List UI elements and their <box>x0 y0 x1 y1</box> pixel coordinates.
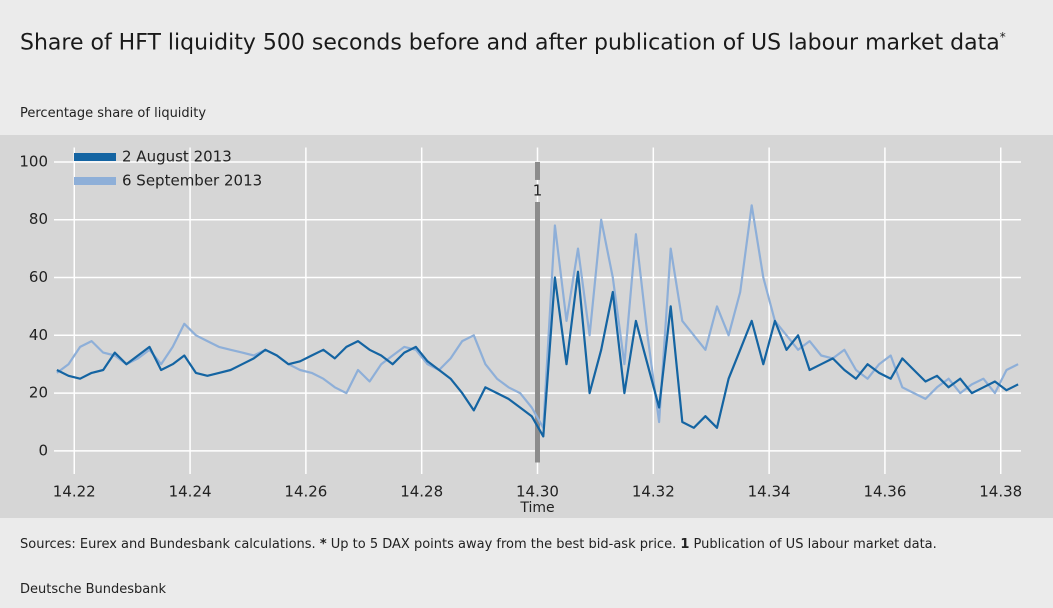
source: Sources: Eurex and Bundesbank calculatio… <box>20 537 316 552</box>
y-tick-label: 80 <box>29 210 48 228</box>
credit: Deutsche Bundesbank <box>20 582 167 597</box>
series-line <box>56 204 1019 429</box>
chart-title: Share of HFT liquidity 500 seconds befor… <box>20 30 1000 56</box>
legend-swatch <box>74 177 116 185</box>
title-note: * <box>999 30 1006 44</box>
x-tick-label: 14.26 <box>284 483 327 501</box>
x-tick-label: 14.38 <box>979 483 1022 501</box>
x-tick-label: 14.22 <box>53 483 96 501</box>
legend-swatch <box>74 153 116 161</box>
footnotes: Sources: Eurex and Bundesbank calculatio… <box>20 536 1040 553</box>
y-tick-label: 0 <box>38 441 48 459</box>
note-marker: * <box>319 537 327 552</box>
y-tick-label: 20 <box>29 384 48 402</box>
note-text: Publication of US labour market data. <box>693 537 937 552</box>
y-tick-label: 100 <box>19 152 48 170</box>
x-axis-label: Time <box>519 500 554 516</box>
legend-label: 2 August 2013 <box>122 148 232 166</box>
x-tick-label: 14.34 <box>748 483 791 501</box>
x-tick-label: 14.30 <box>516 483 559 501</box>
series-line <box>56 270 1019 438</box>
note-marker: 1 <box>680 537 690 552</box>
y-tick-label: 60 <box>29 268 48 286</box>
x-tick-label: 14.32 <box>632 483 675 501</box>
chart: 0 20 40 60 80 100 14.22 14.24 14.26 14.28 14.30 14.… <box>0 135 1053 518</box>
chart-title-block: Share of HFT liquidity 500 seconds befor… <box>20 22 1030 58</box>
y-tick-label: 40 <box>29 326 48 344</box>
x-tick-label: 14.36 <box>863 483 906 501</box>
subtitle: Percentage share of liquidity <box>20 106 207 121</box>
plot-background <box>0 135 1053 518</box>
x-tick-label: 14.28 <box>400 483 443 501</box>
note-text: Up to 5 DAX points away from the best bi… <box>330 537 677 552</box>
legend-label: 6 September 2013 <box>122 172 262 190</box>
x-tick-label: 14.24 <box>169 483 212 501</box>
annotation-label: 1 <box>533 181 543 199</box>
